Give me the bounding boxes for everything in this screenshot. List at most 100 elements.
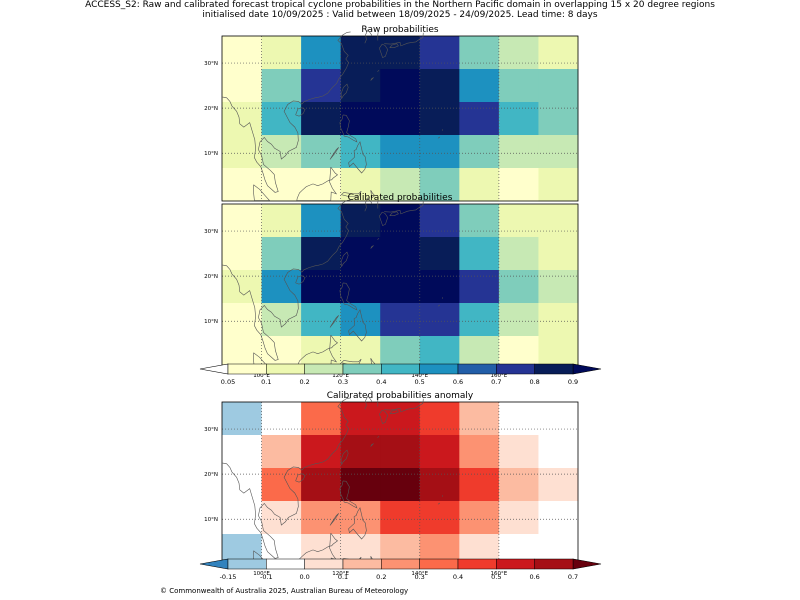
colorbar-tick-label: 0.1 — [261, 378, 271, 386]
heatmap-cell — [498, 435, 539, 469]
colorbar-tick-label: 0.05 — [221, 378, 235, 386]
colorbar-swatch — [381, 363, 420, 375]
y-tick-label: 30°N — [204, 427, 218, 433]
coastline-segment — [339, 480, 358, 509]
coastline-segment — [295, 275, 306, 285]
heatmap-cell — [498, 168, 539, 202]
heatmap-cell — [498, 102, 539, 136]
coastline-segment — [389, 211, 399, 216]
heatmap-cell — [459, 402, 500, 436]
heatmap-cell — [498, 204, 539, 238]
heatmap-cell — [419, 36, 460, 70]
heatmap-cell — [538, 468, 579, 502]
x-tick-label: 140°E — [411, 571, 428, 577]
colorbar-tick-label: 0.2 — [376, 573, 386, 581]
heatmap-cell — [261, 69, 302, 103]
heatmap-cell — [538, 435, 579, 469]
colorbar-tick-label: 0.8 — [529, 378, 539, 386]
heatmap-cell — [261, 468, 302, 502]
heatmap-cell — [261, 402, 302, 436]
heatmap-cell — [261, 435, 302, 469]
colorbar-tick-label: 0.3 — [414, 573, 424, 581]
colorbar-tick-label: 0.1 — [338, 573, 348, 581]
heatmap-cell — [301, 303, 342, 337]
figure-title: ACCESS_S2: Raw and calibrated forecast t… — [0, 0, 800, 20]
heatmap-cell — [538, 69, 579, 103]
x-tick-label: 120°E — [332, 373, 349, 379]
heatmap-cell — [538, 204, 579, 238]
raw-probabilities-panel: Raw probabilities100°E120°E140°E160°E10°… — [204, 25, 579, 211]
coastline-segment — [339, 114, 358, 143]
coastline-segment — [295, 107, 306, 117]
coastline-segment — [437, 304, 440, 307]
heatmap-cell — [538, 402, 579, 436]
colorbar-swatch — [496, 558, 535, 570]
colorbar-swatch — [419, 558, 459, 570]
heatmap-cell — [498, 270, 539, 304]
coastline-segment — [377, 436, 380, 438]
coastline-segment — [221, 31, 351, 193]
anomaly-colorbar: -0.15 -0.1 0.0 0.1 0.2 0.3 0.4 0.5 0.6 0.7 — [199, 558, 602, 581]
colorbar-tick-label: 0.0 — [299, 573, 309, 581]
heatmap-cell — [498, 402, 539, 436]
colorbar-tick-label: 0.2 — [299, 378, 309, 386]
heatmap-cell — [222, 435, 262, 469]
y-tick-label: 20°N — [204, 274, 218, 280]
heatmap-cell — [380, 468, 421, 502]
heatmap-cell — [419, 168, 460, 202]
colorbar-tick-label: 0.6 — [529, 573, 539, 581]
colorbar-swatch — [227, 558, 267, 570]
coastline-segment — [379, 409, 389, 425]
heatmap-cell — [301, 69, 342, 103]
heatmap-cell — [340, 69, 381, 103]
colorbar-tick-label: -0.15 — [220, 573, 237, 581]
heatmap-cell — [340, 501, 381, 535]
heatmap-cell — [459, 435, 500, 469]
coastline-segment — [348, 507, 367, 540]
heatmap-cell — [498, 36, 539, 70]
heatmap-cell — [340, 135, 381, 169]
heatmap-cell — [222, 102, 262, 136]
heatmap-cell — [459, 102, 500, 136]
heatmap-cell — [301, 468, 342, 502]
heatmap-cell — [222, 303, 262, 337]
coastline-segment — [364, 395, 373, 410]
y-tick-label: 10°N — [204, 319, 218, 325]
coastline-segment — [364, 197, 373, 212]
coastline-segment — [384, 398, 424, 413]
heatmap-cell — [459, 36, 500, 70]
coastline-segment — [370, 77, 374, 81]
heatmap-cell — [340, 402, 381, 436]
colorbar-swatch — [457, 363, 497, 375]
coastline-segment — [221, 397, 351, 559]
heatmap-cell — [538, 36, 579, 70]
coastline-segment — [329, 513, 339, 526]
x-tick-label: 100°E — [253, 571, 270, 577]
probability-colorbar: 0.05 0.1 0.2 0.3 0.4 0.5 0.6 0.7 0.8 0.9 — [199, 363, 602, 386]
colorbar-swatch — [381, 558, 420, 570]
coastline-segment — [377, 70, 380, 72]
heatmap-cell — [222, 237, 262, 271]
heatmap-cell — [261, 303, 302, 337]
colorbar-swatch — [342, 363, 382, 375]
coastline-segment — [329, 315, 339, 328]
calibrated-probabilities-panel: Calibrated probabilities 100°E 120°E 140°E 1… — [204, 193, 579, 379]
coastline-segment — [370, 190, 376, 199]
colorbar-swatch — [419, 363, 459, 375]
coastline-segment — [379, 43, 389, 59]
y-tick-label: 20°N — [204, 472, 218, 478]
coastline-segment — [296, 167, 338, 201]
colorbar-swatch — [496, 363, 535, 375]
x-tick-label: 120°E — [332, 571, 349, 577]
heatmap-cell — [340, 237, 381, 271]
heatmap-cell — [419, 270, 460, 304]
colorbar-tick-label: 0.6 — [453, 378, 463, 386]
heatmap-cell — [498, 135, 539, 169]
coastline-segment — [370, 443, 374, 447]
colorbar-swatch — [266, 363, 305, 375]
heatmap-cell — [222, 69, 262, 103]
coastline-segment — [370, 358, 376, 367]
heatmap-cell — [380, 36, 421, 70]
heatmap-cell — [380, 237, 421, 271]
